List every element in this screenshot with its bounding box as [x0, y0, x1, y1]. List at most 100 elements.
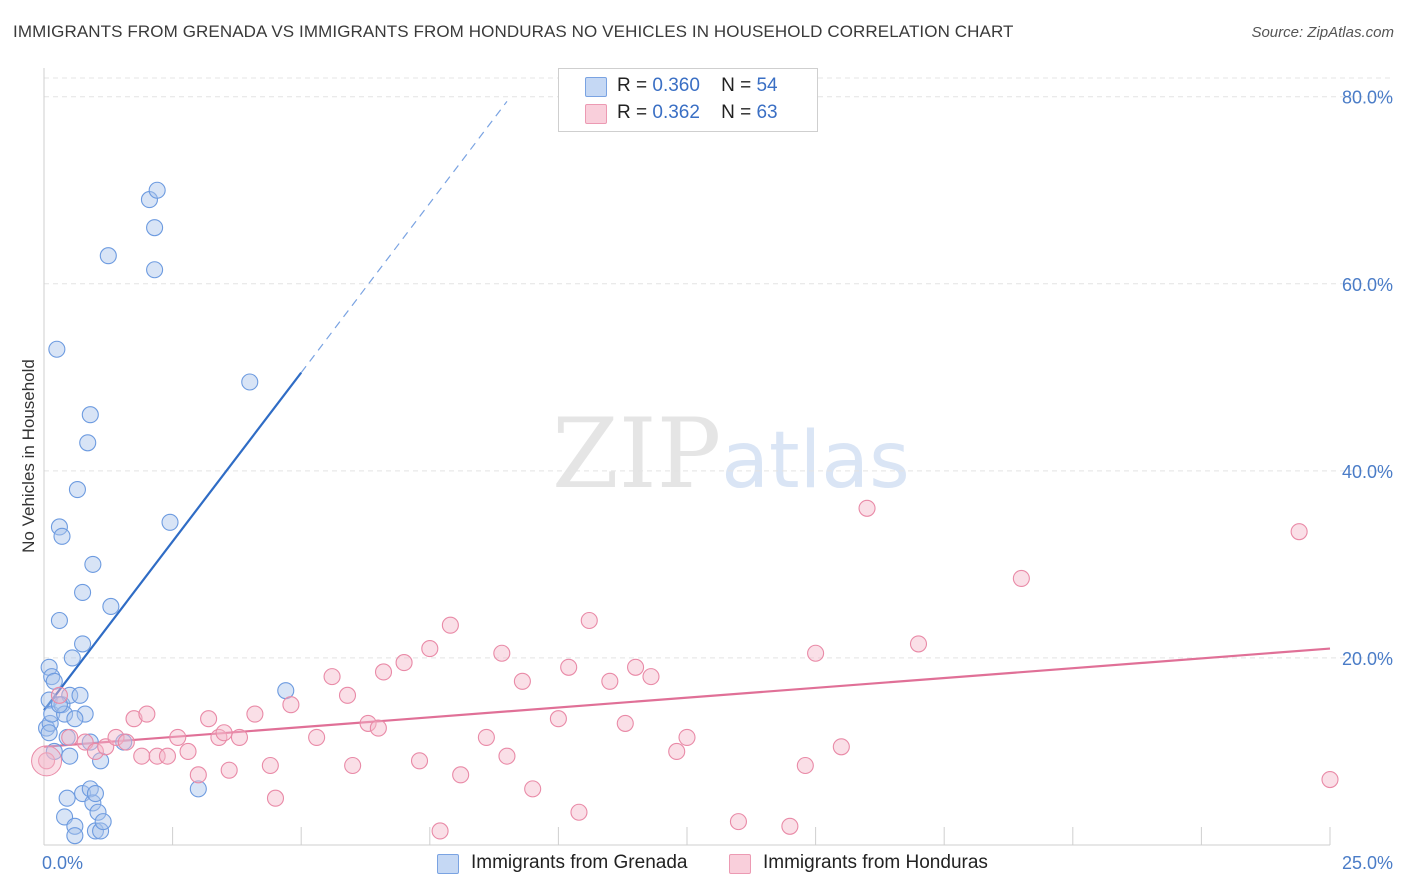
honduras-point — [909, 635, 928, 653]
grenada-point — [50, 611, 68, 630]
bottom-legend-swatch-grenada — [437, 854, 459, 874]
honduras-point — [580, 611, 598, 630]
grenada-point — [81, 780, 99, 798]
x-tick-label: 0.0% — [42, 853, 83, 873]
bottom-legend-label-grenada: Immigrants from Grenada — [471, 852, 688, 873]
grenada-trend-extension — [300, 101, 508, 374]
correlation-legend: R = 0.360 N = 54 R = 0.362 N = 63 — [558, 68, 818, 132]
grenada-point — [189, 780, 207, 798]
watermark-zip: ZIP — [552, 398, 722, 510]
grenada-point — [71, 686, 89, 704]
grenada-point — [79, 434, 97, 452]
honduras-point — [524, 780, 542, 798]
honduras-point — [858, 499, 876, 517]
legend-r-label: R = — [617, 75, 648, 96]
honduras-point — [215, 724, 233, 742]
honduras-point — [601, 672, 619, 690]
honduras-point — [220, 761, 238, 779]
grenada-trend-line — [43, 371, 303, 711]
honduras-point — [107, 728, 125, 746]
y-tick-label: 40.0% — [1342, 462, 1393, 482]
grenada-point — [74, 635, 92, 653]
grenada-point — [40, 724, 58, 742]
honduras-trend-line — [43, 647, 1331, 748]
x-tick-label: 25.0% — [1342, 853, 1393, 873]
grenada-point — [161, 513, 179, 531]
honduras-point — [493, 644, 511, 662]
honduras-point — [642, 668, 660, 686]
grenada-point — [94, 813, 112, 831]
honduras-point — [627, 658, 645, 676]
honduras-point — [1290, 523, 1308, 541]
honduras-point — [796, 756, 814, 775]
legend-n-value: 63 — [756, 102, 778, 123]
honduras-point — [498, 747, 516, 765]
honduras-point — [678, 728, 696, 746]
grenada-point — [40, 691, 58, 709]
grenada-point — [66, 710, 84, 728]
legend-text-grenada: R = 0.360 N = 54 — [617, 75, 778, 97]
honduras-point — [200, 710, 218, 728]
honduras-point — [133, 747, 151, 765]
honduras-point — [560, 658, 578, 676]
source-label: Source: ZipAtlas.com — [1251, 24, 1394, 41]
honduras-point — [431, 822, 449, 840]
legend-text-honduras: R = 0.362 N = 63 — [617, 102, 778, 124]
y-tick-label: 20.0% — [1342, 649, 1393, 669]
watermark-atlas: atlas — [721, 416, 910, 506]
grenada-point — [146, 261, 164, 279]
grenada-point — [61, 747, 79, 765]
trend-lines — [43, 101, 1331, 748]
honduras-point — [323, 668, 341, 686]
honduras-point — [421, 640, 439, 658]
honduras-point — [807, 644, 825, 662]
grenada-point — [56, 705, 74, 723]
legend-swatch-honduras — [585, 104, 607, 124]
grenada-point — [102, 597, 120, 616]
honduras-point — [729, 813, 747, 831]
grenada-point — [86, 785, 104, 803]
honduras-point — [230, 728, 249, 746]
y-axis-label: No Vehicles in Household — [19, 359, 38, 553]
honduras-point — [169, 728, 187, 746]
honduras-point — [395, 654, 413, 672]
honduras-point — [616, 714, 634, 732]
bottom-legend-swatch-honduras — [729, 854, 751, 874]
grenada-point — [58, 789, 76, 807]
legend-r-label: R = — [617, 102, 648, 123]
grenada-point — [50, 696, 68, 714]
honduras-point — [570, 803, 588, 821]
honduras-point — [158, 747, 177, 765]
data-points — [31, 181, 1339, 845]
honduras-point — [374, 663, 393, 681]
legend-r-value: 0.362 — [652, 102, 700, 123]
honduras-point — [452, 766, 470, 784]
honduras-point — [261, 756, 279, 775]
honduras-point — [246, 705, 264, 723]
honduras-point — [148, 747, 166, 765]
honduras-point — [359, 714, 377, 732]
bottom-legend-label-honduras: Immigrants from Honduras — [763, 852, 988, 873]
honduras-point — [179, 742, 197, 761]
honduras-point — [210, 728, 228, 746]
honduras-point — [513, 672, 531, 690]
honduras-point — [125, 710, 143, 728]
honduras-point — [369, 719, 387, 737]
grenada-point — [68, 481, 86, 499]
honduras-point — [781, 817, 799, 835]
honduras-point — [338, 686, 357, 704]
grenada-point — [76, 705, 94, 723]
grenada-point — [84, 555, 102, 573]
legend-r-value: 0.360 — [652, 75, 700, 96]
honduras-point — [1012, 569, 1030, 587]
honduras-point — [61, 728, 79, 746]
honduras-point — [266, 789, 285, 807]
watermark: ZIPatlas — [552, 398, 910, 510]
grid-lines — [44, 77, 1392, 659]
grenada-point — [146, 219, 164, 237]
y-tick-label: 60.0% — [1342, 275, 1393, 295]
honduras-point — [50, 686, 68, 704]
honduras-point — [832, 738, 850, 756]
honduras-point — [86, 742, 104, 761]
